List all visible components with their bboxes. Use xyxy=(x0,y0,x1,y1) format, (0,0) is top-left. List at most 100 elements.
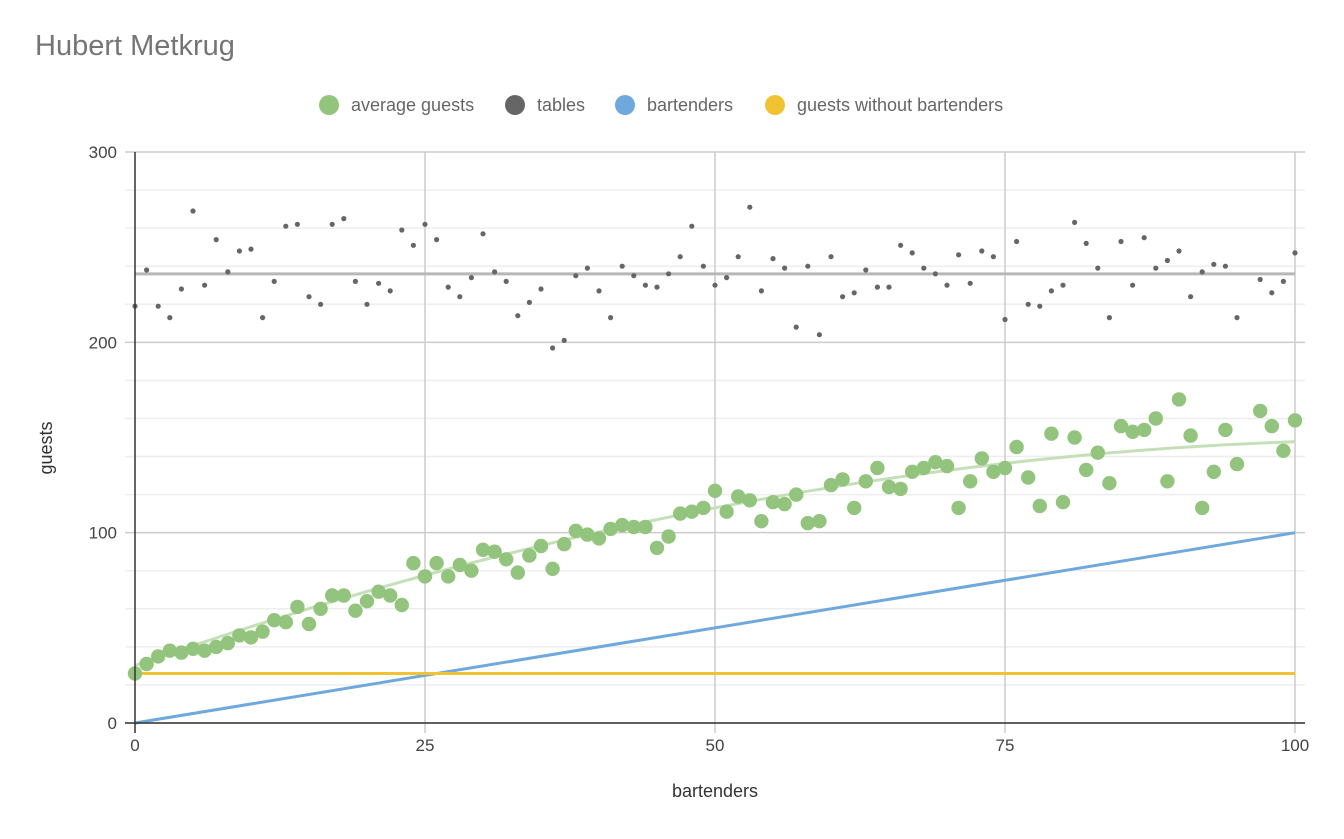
point-average-guests xyxy=(1044,426,1059,441)
point-tables xyxy=(376,280,382,286)
point-average-guests xyxy=(951,500,966,516)
point-tables xyxy=(538,286,544,292)
point-tables xyxy=(561,337,567,343)
point-average-guests xyxy=(1264,418,1280,434)
point-average-guests xyxy=(789,487,804,502)
point-tables xyxy=(642,282,649,288)
point-tables xyxy=(318,301,324,307)
point-average-guests xyxy=(301,616,317,632)
point-tables xyxy=(828,254,834,260)
y-axis-title: guests xyxy=(36,421,56,474)
legend-item-average-guests[interactable]: average guests xyxy=(319,91,474,119)
point-average-guests xyxy=(591,531,607,546)
point-average-guests xyxy=(545,561,560,576)
point-average-guests xyxy=(1287,413,1303,428)
point-tables xyxy=(515,313,521,319)
point-average-guests xyxy=(1218,422,1233,438)
legend: average guests tables bartenders guests … xyxy=(0,91,1344,119)
point-average-guests xyxy=(429,555,444,571)
point-tables xyxy=(1222,263,1228,269)
legend-item-guests-without-bartenders[interactable]: guests without bartenders xyxy=(765,91,1003,119)
point-tables xyxy=(874,284,881,290)
point-tables xyxy=(526,299,533,305)
y-tick-label: 300 xyxy=(89,143,117,162)
point-average-guests xyxy=(255,624,270,639)
point-average-guests xyxy=(475,542,491,557)
x-tick-label: 50 xyxy=(706,736,725,755)
point-average-guests xyxy=(673,506,688,521)
point-tables xyxy=(584,265,591,271)
point-average-guests xyxy=(139,656,154,672)
point-average-guests xyxy=(626,519,641,535)
legend-item-tables[interactable]: tables xyxy=(505,91,585,119)
point-average-guests xyxy=(881,479,897,495)
point-average-guests xyxy=(1079,462,1094,478)
point-tables xyxy=(1141,235,1147,241)
point-average-guests xyxy=(278,614,293,630)
point-tables xyxy=(631,273,637,279)
chart-title: Hubert Metkrug xyxy=(35,30,235,62)
point-tables xyxy=(294,221,300,227)
point-average-guests xyxy=(452,557,467,573)
point-tables xyxy=(422,221,428,227)
legend-label-tables: tables xyxy=(537,94,586,115)
y-tick-label: 200 xyxy=(89,333,117,352)
point-average-guests xyxy=(928,455,943,470)
point-average-guests xyxy=(522,548,537,563)
point-tables xyxy=(840,294,846,300)
point-average-guests xyxy=(487,544,502,559)
point-average-guests xyxy=(812,514,827,529)
point-tables xyxy=(944,282,950,288)
x-tick-label: 25 xyxy=(416,736,435,755)
legend-swatch-tables xyxy=(505,95,525,115)
point-average-guests xyxy=(684,504,699,519)
point-tables xyxy=(619,263,625,269)
point-average-guests xyxy=(858,474,873,489)
legend-swatch-guests-without-bartenders xyxy=(765,95,785,115)
point-tables xyxy=(816,332,823,338)
point-tables xyxy=(932,271,939,277)
point-average-guests xyxy=(359,594,375,609)
point-tables xyxy=(178,286,184,292)
point-average-guests xyxy=(313,601,328,616)
point-average-guests xyxy=(615,517,630,533)
point-tables xyxy=(468,275,474,281)
legend-item-bartenders[interactable]: bartenders xyxy=(615,91,733,119)
point-tables xyxy=(271,278,277,284)
point-average-guests xyxy=(162,643,177,658)
point-average-guests xyxy=(1102,476,1117,491)
point-tables xyxy=(677,254,683,260)
point-average-guests xyxy=(220,635,235,651)
point-tables xyxy=(1211,261,1217,267)
point-tables xyxy=(434,237,440,243)
point-average-guests xyxy=(731,489,746,504)
point-average-guests xyxy=(661,529,676,544)
point-tables xyxy=(956,252,962,258)
x-axis-title: bartenders xyxy=(672,781,758,801)
point-tables xyxy=(190,208,196,214)
series-points xyxy=(127,204,1303,681)
point-tables xyxy=(1014,238,1020,245)
legend-label-guests-without-bartenders: guests without bartenders xyxy=(797,94,1004,115)
point-average-guests xyxy=(1253,403,1268,419)
point-tables xyxy=(758,288,765,294)
point-average-guests xyxy=(893,481,908,497)
point-tables xyxy=(1095,265,1101,271)
point-average-guests xyxy=(383,588,398,603)
point-average-guests xyxy=(1148,411,1164,426)
point-average-guests xyxy=(800,515,815,531)
point-tables xyxy=(260,315,266,321)
point-tables xyxy=(573,273,579,279)
point-tables xyxy=(306,294,312,300)
point-average-guests xyxy=(1206,464,1222,479)
point-tables xyxy=(909,250,915,256)
point-tables xyxy=(1292,250,1298,256)
point-tables xyxy=(967,280,973,286)
point-tables xyxy=(1130,282,1136,288)
point-tables xyxy=(364,301,370,307)
point-average-guests xyxy=(696,500,711,516)
point-tables xyxy=(387,288,393,294)
point-tables xyxy=(1048,288,1054,294)
point-average-guests xyxy=(174,645,189,660)
